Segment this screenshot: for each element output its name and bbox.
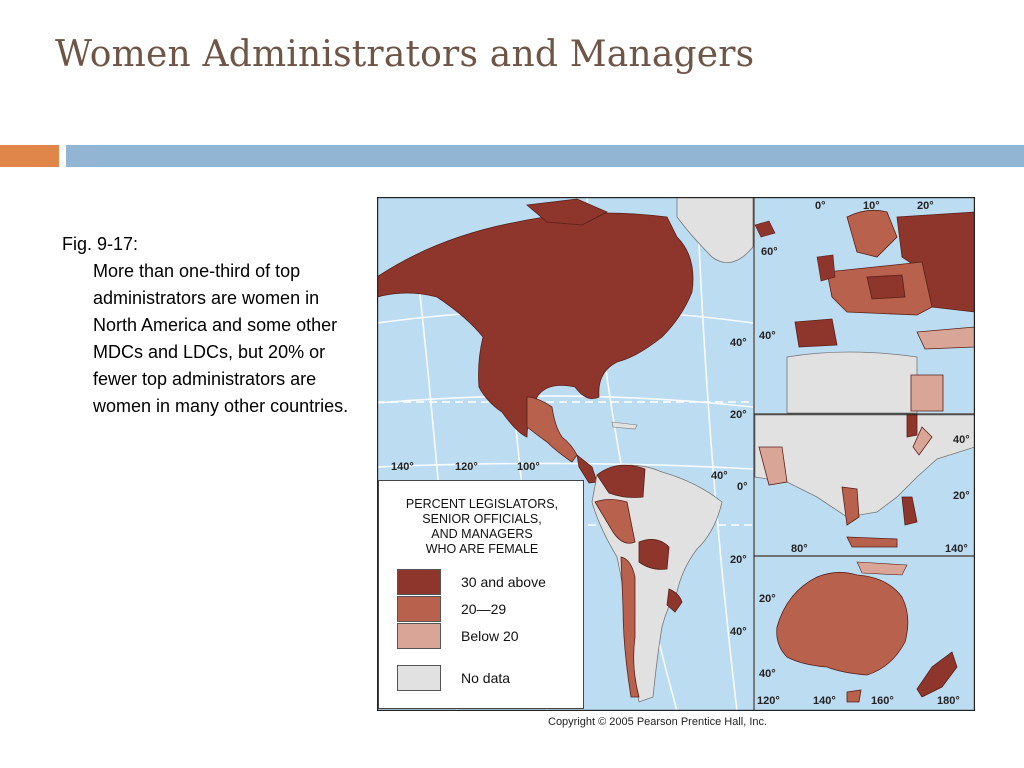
label-as-lat-40: 40° <box>953 434 970 446</box>
label-lon-100w: 100° <box>517 461 540 473</box>
label-eu-lon-0: 0° <box>815 200 826 212</box>
legend-swatch-low <box>397 623 441 649</box>
asia-panel <box>754 414 975 548</box>
label-eu-lat-40: 40° <box>759 330 776 342</box>
label-au-lon-180: 180° <box>937 695 960 707</box>
label-as-lat-20: 20° <box>953 490 970 502</box>
label-as-lon-140: 140° <box>945 543 968 555</box>
caption-body: More than one-third of top administrator… <box>93 261 349 416</box>
legend-item-nodata: No data <box>397 665 577 691</box>
panel-borders <box>377 197 975 711</box>
central-america-shape <box>576 454 598 484</box>
map-svg: 140° 120° 100° 40° 20° 40° 0° 20° 40° 0°… <box>377 197 975 711</box>
accent-bar <box>0 145 59 167</box>
poland-germany-shape <box>866 274 906 300</box>
scandinavia-shape <box>846 209 898 258</box>
slide-title: Women Administrators and Managers <box>55 34 755 75</box>
legend-swatch-high <box>397 569 441 595</box>
label-lat-0: 0° <box>737 481 748 493</box>
label-eu-lat-60: 60° <box>761 246 778 258</box>
bolivia-paraguay-shape <box>638 539 670 570</box>
thailand-shape <box>841 486 860 526</box>
label-lon-140w: 140° <box>391 461 414 473</box>
label-au-lat-20: 20° <box>759 593 776 605</box>
cuba-shape <box>611 421 638 430</box>
label-eu-lon-20: 20° <box>917 200 934 212</box>
uruguay-shape <box>666 588 683 613</box>
legend-item-low: Below 20 <box>397 623 577 649</box>
new-guinea-shape <box>856 561 908 576</box>
legend-item-mid: 20—29 <box>397 596 577 622</box>
legend-swatch-mid <box>397 596 441 622</box>
label-eu-lon-10: 10° <box>863 200 880 212</box>
new-zealand-shape <box>916 651 958 698</box>
label-lat-40-mid: 40° <box>711 470 728 482</box>
legend-swatch-nodata <box>397 665 441 691</box>
philippines-shape <box>901 496 918 526</box>
legend-label-mid: 20—29 <box>461 601 507 617</box>
label-lat-40s: 40° <box>730 626 747 638</box>
indonesia-shape <box>846 536 898 548</box>
caption-fig-label: Fig. 9-17: <box>62 234 139 254</box>
legend-title-line: SENIOR OFFICIALS, <box>422 512 542 526</box>
egypt-shape <box>910 374 944 412</box>
turkey-shape <box>916 326 975 350</box>
colombia-venezuela-shape <box>596 464 646 498</box>
iberia-shape <box>794 318 838 348</box>
legend-label-high: 30 and above <box>461 574 546 590</box>
australia-shape <box>776 572 909 676</box>
figure-caption: Fig. 9-17: More than one-third of top ad… <box>62 231 362 420</box>
chile-shape <box>620 556 640 698</box>
japan-shape <box>912 426 933 456</box>
tasmania-shape <box>846 689 862 703</box>
label-lat-20s: 20° <box>730 554 747 566</box>
map-legend: PERCENT LEGISLATORS, SENIOR OFFICIALS, A… <box>378 480 584 709</box>
label-as-lon-80: 80° <box>791 543 808 555</box>
north-america-shape <box>377 212 694 438</box>
world-map-figure: 140° 120° 100° 40° 20° 40° 0° 20° 40° 0°… <box>377 197 975 711</box>
legend-label-low: Below 20 <box>461 628 519 644</box>
label-lon-120w: 120° <box>455 461 478 473</box>
europe-panel <box>754 209 975 414</box>
label-au-lon-140: 140° <box>813 695 836 707</box>
oceania-panel <box>776 561 958 703</box>
legend-title: PERCENT LEGISLATORS, SENIOR OFFICIALS, A… <box>379 497 585 557</box>
copyright-credit: Copyright © 2005 Pearson Prentice Hall, … <box>548 716 768 728</box>
arctic-islands-shape <box>526 198 608 226</box>
legend-title-line: PERCENT LEGISLATORS, <box>405 497 559 511</box>
label-au-lon-120: 120° <box>757 695 780 707</box>
britain-shape <box>816 254 836 282</box>
legend-item-high: 30 and above <box>397 569 577 595</box>
greenland-shape <box>676 197 754 264</box>
legend-title-line: AND MANAGERS <box>431 527 533 541</box>
north-africa-shape <box>786 351 918 414</box>
label-lat-40n: 40° <box>730 337 747 349</box>
title-rule <box>66 145 1024 167</box>
legend-label-nodata: No data <box>461 670 511 686</box>
label-au-lat-40: 40° <box>759 668 776 680</box>
label-au-lon-160: 160° <box>871 695 894 707</box>
korea-shape <box>906 414 918 438</box>
mexico-shape <box>526 396 578 463</box>
peru-shape <box>594 499 636 544</box>
iceland-shape <box>754 220 776 238</box>
label-lat-20n: 20° <box>730 409 747 421</box>
legend-title-line: WHO ARE FEMALE <box>425 542 539 556</box>
pakistan-shape <box>758 446 788 486</box>
